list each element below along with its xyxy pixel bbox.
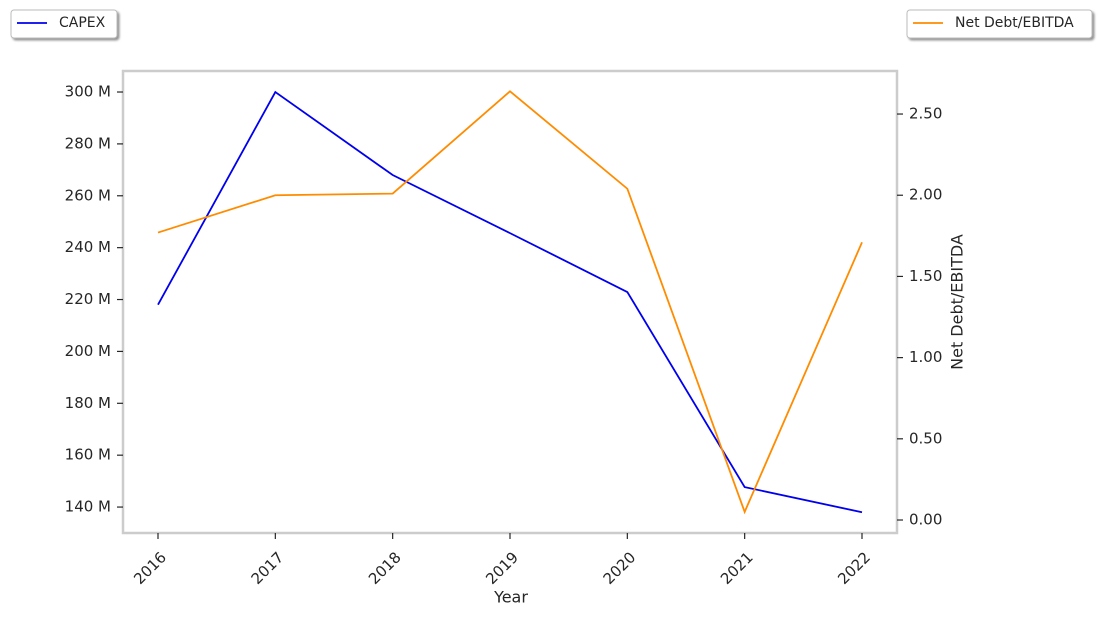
series-line	[157, 90, 863, 514]
y2-tick-label: 2.00	[909, 186, 942, 204]
series-line	[157, 90, 863, 515]
y-tick-label: 260 M	[65, 186, 111, 204]
y2-tick-label: 0.00	[909, 511, 942, 529]
x-axis-label: Year	[493, 588, 528, 607]
y-tick-label: 240 M	[65, 238, 111, 256]
y-tick-label: 180 M	[65, 394, 111, 412]
y-tick-label: 140 M	[65, 498, 111, 516]
y2-tick-label: 1.50	[909, 267, 942, 285]
plot-frame	[121, 69, 899, 535]
y-tick-label: 200 M	[65, 342, 111, 360]
y2-tick-label: 1.00	[909, 348, 942, 366]
x-tick-label: 2021	[717, 548, 757, 588]
legend-label: Net Debt/EBITDA	[955, 15, 1074, 31]
y2-tick-label: 2.50	[909, 105, 942, 123]
y2-tick-label: 0.50	[909, 429, 942, 447]
legend-label: CAPEX	[59, 15, 106, 31]
y-tick-label: 160 M	[65, 446, 111, 464]
y-tick-label: 220 M	[65, 290, 111, 308]
legend-box	[906, 9, 1093, 39]
x-tick-label: 2017	[248, 548, 288, 588]
x-tick-label: 2022	[834, 548, 874, 588]
y2-axis-label: Net Debt/EBITDA	[948, 234, 967, 370]
x-tick-label: 2019	[482, 548, 522, 588]
x-tick-label: 2020	[600, 548, 640, 588]
legend-box	[10, 9, 118, 39]
x-tick-label: 2016	[130, 548, 170, 588]
y-tick-label: 300 M	[65, 83, 111, 101]
y-tick-label: 280 M	[65, 134, 111, 152]
x-tick-label: 2018	[365, 548, 405, 588]
